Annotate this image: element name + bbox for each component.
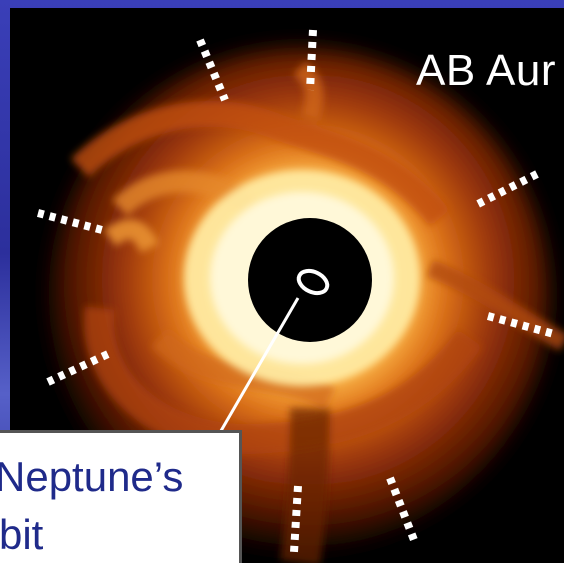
object-title: AB Aur <box>416 46 556 95</box>
callout-line-2: rbit <box>0 511 44 558</box>
ab-aur-disk-image <box>36 29 564 563</box>
neptune-orbit-ellipse <box>296 268 330 296</box>
tick-marks <box>36 29 556 553</box>
astronomy-image: AB Aur <box>10 8 564 563</box>
callout-box: Neptune’s rbit <box>0 430 242 563</box>
tick-mark <box>306 29 317 91</box>
coronagraph-mask <box>248 218 372 342</box>
callout-pointer-line <box>216 297 300 437</box>
callout-line-1: Neptune’s <box>0 453 184 500</box>
disk-filaments <box>70 61 564 563</box>
